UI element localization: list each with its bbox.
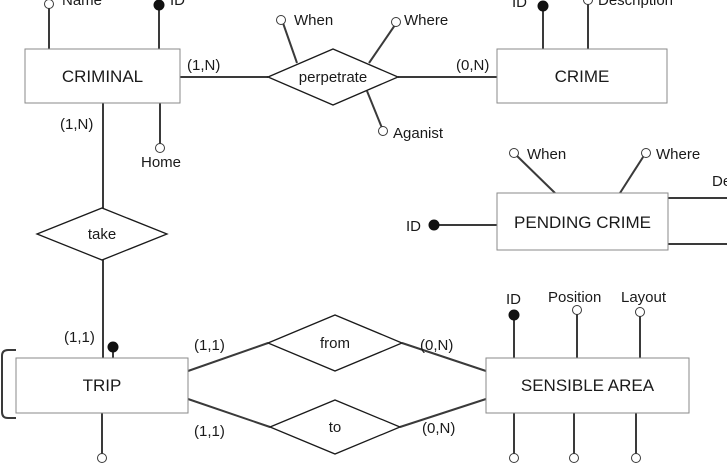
entity-sensible-area: SENSIBLE AREA <box>485 357 690 414</box>
cardinality-labels: (1,N) (0,N) (1,N) (1,1) (1,1) (0,N) (1,1… <box>60 57 489 440</box>
criminal-home-marker <box>155 143 165 153</box>
card-trip-from: (1,1) <box>194 337 225 354</box>
card-criminal-take: (1,N) <box>60 116 93 133</box>
relationship-from-label: from <box>320 335 350 352</box>
perpetrate-against-marker <box>378 126 388 136</box>
attr-pending-partial: De <box>712 173 727 190</box>
area-layout-marker <box>635 307 645 317</box>
criminal-name-marker <box>44 0 54 9</box>
attr-perpetrate-against: Aganist <box>393 125 444 142</box>
attr-pending-when: When <box>527 146 566 163</box>
card-trip-take: (1,1) <box>64 329 95 346</box>
attribute-stems <box>48 2 646 455</box>
entity-criminal: CRIMINAL <box>24 48 181 104</box>
crime-description-marker <box>583 0 593 5</box>
entity-criminal-label: CRIMINAL <box>62 67 143 86</box>
relationship-take-label: take <box>88 226 116 243</box>
perpetrate-where-marker <box>391 17 401 27</box>
connectors <box>1 76 727 428</box>
attr-area-layout: Layout <box>621 289 667 306</box>
area-bottom-marker-3 <box>631 453 641 463</box>
attr-perpetrate-when: When <box>294 12 333 29</box>
pending-when-marker <box>509 148 519 158</box>
attribute-labels: Name ID Home When Where Aganist ID Descr… <box>62 0 727 308</box>
card-criminal-perpetrate: (1,N) <box>187 57 220 74</box>
attr-area-id: ID <box>506 291 521 308</box>
area-bottom-marker-1 <box>509 453 519 463</box>
entity-crime: CRIME <box>496 48 668 104</box>
card-crime-perpetrate: (0,N) <box>456 57 489 74</box>
criminal-id-key-marker <box>153 0 165 11</box>
entity-trip-label: TRIP <box>83 376 122 395</box>
relationship-from: from <box>266 314 404 372</box>
attr-criminal-name: Name <box>62 0 102 9</box>
pending-where-marker <box>641 148 651 158</box>
crime-id-key-marker <box>537 0 549 12</box>
attr-crime-description: Description <box>598 0 673 9</box>
relationship-to-label: to <box>329 419 342 436</box>
attr-crime-id: ID <box>512 0 527 11</box>
attr-pending-id: ID <box>406 218 421 235</box>
attr-perpetrate-where: Where <box>404 12 448 29</box>
attr-criminal-home: Home <box>141 154 181 171</box>
attr-pending-where: Where <box>656 146 700 163</box>
perpetrate-when-marker <box>276 15 286 25</box>
entity-trip: TRIP <box>15 357 189 414</box>
relationship-perpetrate: perpetrate <box>266 48 400 106</box>
area-bottom-marker-2 <box>569 453 579 463</box>
area-position-marker <box>572 305 582 315</box>
pending-id-key-marker <box>428 219 440 231</box>
entity-pending-crime: PENDING CRIME <box>496 192 669 251</box>
card-area-to: (0,N) <box>422 420 455 437</box>
entity-pending-crime-label: PENDING CRIME <box>514 213 651 232</box>
card-area-from: (0,N) <box>420 337 453 354</box>
relationship-to: to <box>268 399 402 455</box>
attr-area-position: Position <box>548 289 601 306</box>
relationship-take: take <box>35 207 169 261</box>
area-id-key-marker <box>508 309 520 321</box>
trip-attribute-marker <box>97 453 107 463</box>
trip-key-marker <box>107 341 119 353</box>
entity-crime-label: CRIME <box>555 67 610 86</box>
attr-criminal-id: ID <box>170 0 185 9</box>
relationship-perpetrate-label: perpetrate <box>299 69 367 86</box>
entity-sensible-area-label: SENSIBLE AREA <box>521 376 655 395</box>
attribute-markers <box>44 0 651 463</box>
card-trip-to: (1,1) <box>194 423 225 440</box>
